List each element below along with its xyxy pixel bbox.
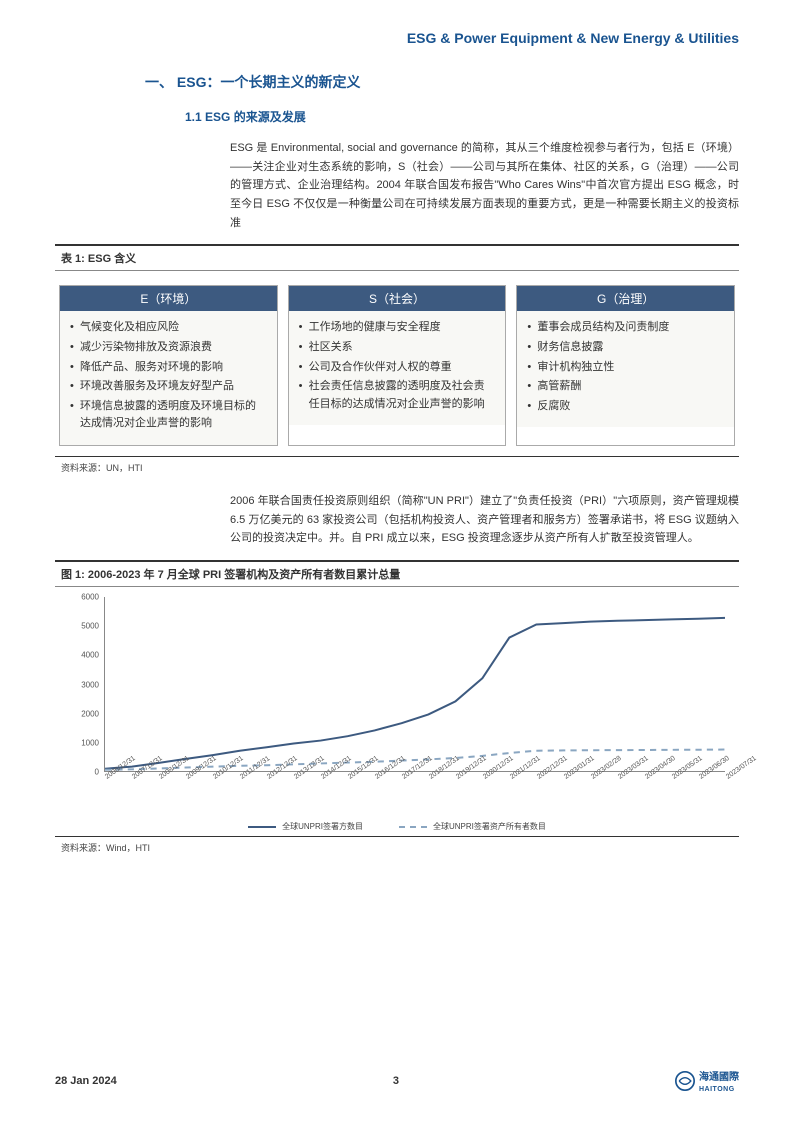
esg-column-body: 气候变化及相应风险减少污染物排放及资源浪费降低产品、服务对环境的影响环境改善服务…: [60, 311, 277, 445]
footer-logo-text: 海通國際: [699, 1072, 739, 1083]
esg-definition-columns: E（环境）气候变化及相应风险减少污染物排放及资源浪费降低产品、服务对环境的影响环…: [59, 285, 735, 446]
esg-item: 环境信息披露的透明度及环境目标的达成情况对企业声誉的影响: [70, 398, 267, 433]
esg-item: 高管薪酬: [527, 378, 724, 396]
y-tick-label: 5000: [81, 622, 99, 631]
esg-item: 社会责任信息披露的透明度及社会责任目标的达成情况对企业声誉的影响: [299, 378, 496, 413]
haitong-logo-icon: [675, 1071, 695, 1091]
y-tick-label: 3000: [81, 680, 99, 689]
esg-column-head: S（社会）: [289, 286, 506, 311]
footer-page-number: 3: [393, 1075, 399, 1087]
esg-item: 减少污染物排放及资源浪费: [70, 339, 267, 357]
intro-paragraph: ESG 是 Environmental, social and governan…: [230, 139, 739, 232]
chart-1-title-bar: 图 1: 2006-2023 年 7 月全球 PRI 签署机构及资产所有者数目累…: [55, 560, 739, 587]
esg-column-body: 董事会成员结构及问责制度财务信息披露审计机构独立性高管薪酬反腐败: [517, 311, 734, 427]
chart-1: 0100020003000400050006000 2006/12/312007…: [59, 597, 735, 817]
y-tick-label: 6000: [81, 593, 99, 602]
esg-column-head: E（环境）: [60, 286, 277, 311]
esg-item: 财务信息披露: [527, 339, 724, 357]
chart-y-axis: 0100020003000400050006000: [69, 597, 99, 772]
y-tick-label: 1000: [81, 738, 99, 747]
table-1-source: 资料来源：UN，HTI: [55, 457, 739, 474]
legend-swatch: [399, 826, 427, 828]
page-footer: 28 Jan 2024 3 海通國際 HAITONG: [0, 1068, 794, 1094]
legend-item: 全球UNPRI签署资产所有者数目: [399, 821, 546, 832]
esg-item: 反腐败: [527, 398, 724, 416]
table-1-title-bar: 表 1: ESG 含义: [55, 244, 739, 271]
y-tick-label: 2000: [81, 709, 99, 718]
chart-x-axis-labels: 2006/12/312007/12/312008/12/312009/12/31…: [104, 775, 725, 807]
esg-item: 社区关系: [299, 339, 496, 357]
section-1-heading: 一、 ESG：一个长期主义的新定义: [145, 72, 739, 92]
para-unpri: 2006 年联合国责任投资原则组织（简称"UN PRI"）建立了"负责任投资（P…: [230, 492, 739, 548]
esg-item: 工作场地的健康与安全程度: [299, 319, 496, 337]
esg-item: 审计机构独立性: [527, 359, 724, 377]
table-1-title: 表 1: ESG 含义: [55, 246, 739, 270]
section-1-1-heading: 1.1 ESG 的来源及发展: [185, 108, 739, 125]
legend-label: 全球UNPRI签署资产所有者数目: [433, 822, 546, 831]
esg-item: 气候变化及相应风险: [70, 319, 267, 337]
esg-column: G（治理）董事会成员结构及问责制度财务信息披露审计机构独立性高管薪酬反腐败: [516, 285, 735, 446]
y-tick-label: 4000: [81, 651, 99, 660]
chart-series-line: [105, 618, 725, 769]
esg-column-body: 工作场地的健康与安全程度社区关系公司及合作伙伴对人权的尊重社会责任信息披露的透明…: [289, 311, 506, 425]
esg-item: 环境改善服务及环境友好型产品: [70, 378, 267, 396]
esg-item: 降低产品、服务对环境的影响: [70, 359, 267, 377]
esg-item: 董事会成员结构及问责制度: [527, 319, 724, 337]
esg-column: S（社会）工作场地的健康与安全程度社区关系公司及合作伙伴对人权的尊重社会责任信息…: [288, 285, 507, 446]
report-header-title: ESG & Power Equipment & New Energy & Uti…: [55, 30, 739, 46]
chart-svg: [105, 597, 725, 771]
legend-item: 全球UNPRI签署方数目: [248, 821, 363, 832]
chart-legend: 全球UNPRI签署方数目 全球UNPRI签署资产所有者数目: [55, 821, 739, 832]
esg-column: E（环境）气候变化及相应风险减少污染物排放及资源浪费降低产品、服务对环境的影响环…: [59, 285, 278, 446]
footer-logo-sub: HAITONG: [699, 1086, 735, 1093]
chart-1-source: 资料来源：Wind，HTI: [55, 837, 739, 854]
legend-label: 全球UNPRI签署方数目: [282, 822, 363, 831]
footer-logo: 海通國際 HAITONG: [675, 1068, 739, 1094]
chart-1-title: 图 1: 2006-2023 年 7 月全球 PRI 签署机构及资产所有者数目累…: [55, 562, 739, 586]
chart-plot-area: [104, 597, 725, 772]
footer-date: 28 Jan 2024: [55, 1075, 117, 1087]
legend-swatch: [248, 826, 276, 828]
esg-column-head: G（治理）: [517, 286, 734, 311]
y-tick-label: 0: [95, 768, 99, 777]
esg-item: 公司及合作伙伴对人权的尊重: [299, 359, 496, 377]
